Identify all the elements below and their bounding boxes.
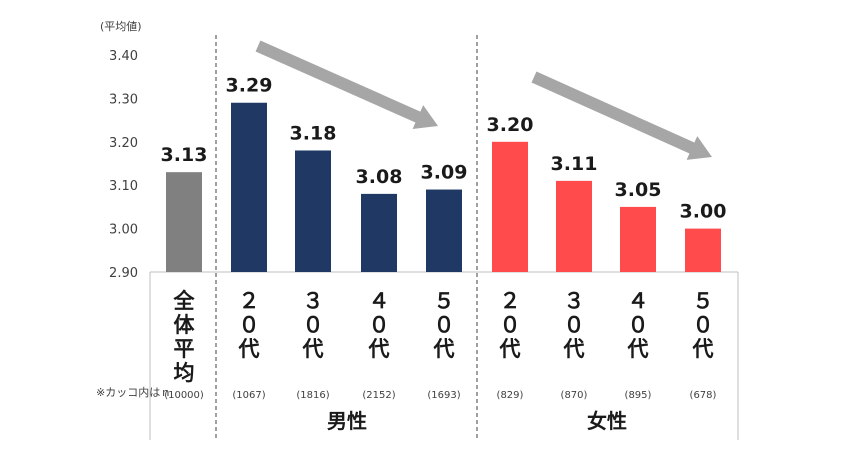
category-label: ２０代 xyxy=(499,289,521,361)
group-label-female: 女性 xyxy=(587,409,627,433)
group-labels: 男性 女性 xyxy=(327,409,627,433)
sample-size-label: (10000) xyxy=(164,390,204,401)
trend-arrow xyxy=(531,71,712,160)
bar xyxy=(620,206,656,272)
bar xyxy=(361,193,397,272)
bars xyxy=(166,102,721,273)
value-label: 3.29 xyxy=(226,75,273,97)
sample-size-labels: (10000) (1067) (1816) (2152) (1693) (829) (870… xyxy=(164,390,716,401)
trend-arrows xyxy=(255,40,712,160)
sample-size-label: (678) xyxy=(690,390,717,401)
category-label: 全体平均 xyxy=(173,289,196,385)
y-tick-label: 3.30 xyxy=(109,92,138,107)
category-labels: 全体平均 ２０代 ３０代 ４０代 ５０代 ２０代 ３０代 ４０代 ５０代 xyxy=(173,289,714,385)
y-tick-label: 3.40 xyxy=(109,49,138,64)
sample-size-label: (870) xyxy=(561,390,588,401)
category-label: ４０代 xyxy=(627,289,649,361)
y-tick-label: 3.20 xyxy=(109,136,138,151)
value-label: 3.08 xyxy=(356,166,403,188)
value-label: 3.18 xyxy=(290,122,337,144)
value-label: 3.09 xyxy=(421,162,468,184)
sample-size-label: (895) xyxy=(625,390,652,401)
value-label: 3.13 xyxy=(161,144,208,166)
trend-arrow xyxy=(255,40,438,129)
sample-size-label: (1067) xyxy=(232,390,265,401)
value-label: 3.05 xyxy=(615,179,662,201)
y-unit-label: (平均値) xyxy=(100,20,142,33)
sample-size-label: (2152) xyxy=(362,390,395,401)
category-label: ５０代 xyxy=(692,289,714,361)
value-labels: 3.13 3.29 3.18 3.08 3.09 3.20 3.11 3.05 3.00 xyxy=(161,75,727,223)
y-tick-label: 3.00 xyxy=(109,223,138,238)
group-dividers xyxy=(149,35,739,440)
bar xyxy=(426,189,462,272)
category-label: ５０代 xyxy=(433,289,455,361)
bar xyxy=(295,150,331,272)
bar xyxy=(685,228,721,272)
category-label: ２０代 xyxy=(238,289,260,361)
bar xyxy=(556,180,592,272)
bar xyxy=(166,172,202,272)
value-label: 3.11 xyxy=(551,153,598,175)
value-label: 3.00 xyxy=(680,201,727,223)
sample-size-label: (1693) xyxy=(427,390,460,401)
category-label: ３０代 xyxy=(563,289,585,361)
group-label-male: 男性 xyxy=(327,409,367,433)
category-label: ３０代 xyxy=(302,289,324,361)
bar xyxy=(492,141,528,272)
sample-size-note: ※カッコ内はｎ xyxy=(96,385,171,399)
sample-size-label: (829) xyxy=(497,390,524,401)
sample-size-label: (1816) xyxy=(296,390,329,401)
bar xyxy=(231,102,267,273)
y-tick-label: 3.10 xyxy=(109,179,138,194)
value-label: 3.20 xyxy=(487,114,534,136)
y-tick-label: 2.90 xyxy=(109,266,138,281)
category-label: ４０代 xyxy=(368,289,390,361)
